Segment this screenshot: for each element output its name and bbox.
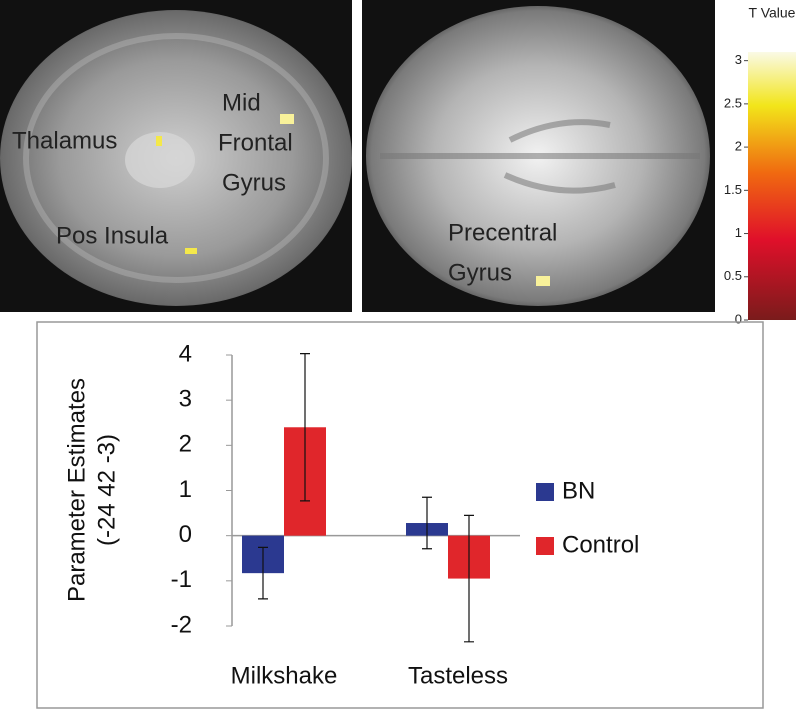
chart-frame <box>36 321 764 709</box>
y-tick-label: 0 <box>179 521 192 548</box>
error-bar <box>422 496 432 550</box>
region-label: Gyrus <box>448 259 512 286</box>
legend-swatch <box>536 483 554 501</box>
x-tick-label: Tasteless <box>408 662 508 689</box>
brain-image-right: Precentral Gyrus <box>362 0 715 312</box>
colorbar-tick-label: 3 <box>735 52 742 67</box>
y-tick-label: 4 <box>179 340 192 367</box>
colorbar: T Value 0 0.5 1 1.5 2 2.5 3 <box>724 5 796 326</box>
region-label: Pos Insula <box>56 222 169 249</box>
error-bar <box>300 353 310 502</box>
colorbar-tick-label: 2.5 <box>724 95 742 110</box>
error-bar <box>258 546 268 600</box>
bar-chart: Parameter Estimates (-24 42 -3) -2 -1 0 1 2 3… <box>63 340 639 689</box>
region-label: Mid <box>222 89 261 116</box>
colorbar-title: T Value <box>749 5 796 21</box>
y-tick-label: 3 <box>179 386 192 413</box>
region-label: Frontal <box>218 129 293 156</box>
colorbar-tick-label: 1.5 <box>724 182 742 197</box>
y-axis-label: (-24 42 -3) <box>93 434 120 546</box>
y-tick-label: -1 <box>171 566 192 593</box>
colorbar-tick-label: 1 <box>735 225 742 240</box>
y-tick-label: 1 <box>179 476 192 503</box>
brain-image-left: Thalamus Mid Frontal Gyrus Pos Insula <box>0 0 352 312</box>
legend-label: BN <box>562 477 595 504</box>
error-bar <box>464 514 474 643</box>
y-axis-label: Parameter Estimates <box>63 378 90 602</box>
y-tick-label: -2 <box>171 611 192 638</box>
region-label: Gyrus <box>222 169 286 196</box>
y-tick-label: 2 <box>179 431 192 458</box>
region-label: Thalamus <box>12 127 117 154</box>
colorbar-ramp <box>748 52 796 320</box>
legend-swatch <box>536 537 554 555</box>
x-tick-label: Milkshake <box>231 662 338 689</box>
region-label: Precentral <box>448 219 557 246</box>
colorbar-tick-label: 2 <box>735 139 742 154</box>
colorbar-tick-label: 0.5 <box>724 268 742 283</box>
colorbar-tick-label: 0 <box>735 311 742 326</box>
legend-label: Control <box>562 531 639 558</box>
